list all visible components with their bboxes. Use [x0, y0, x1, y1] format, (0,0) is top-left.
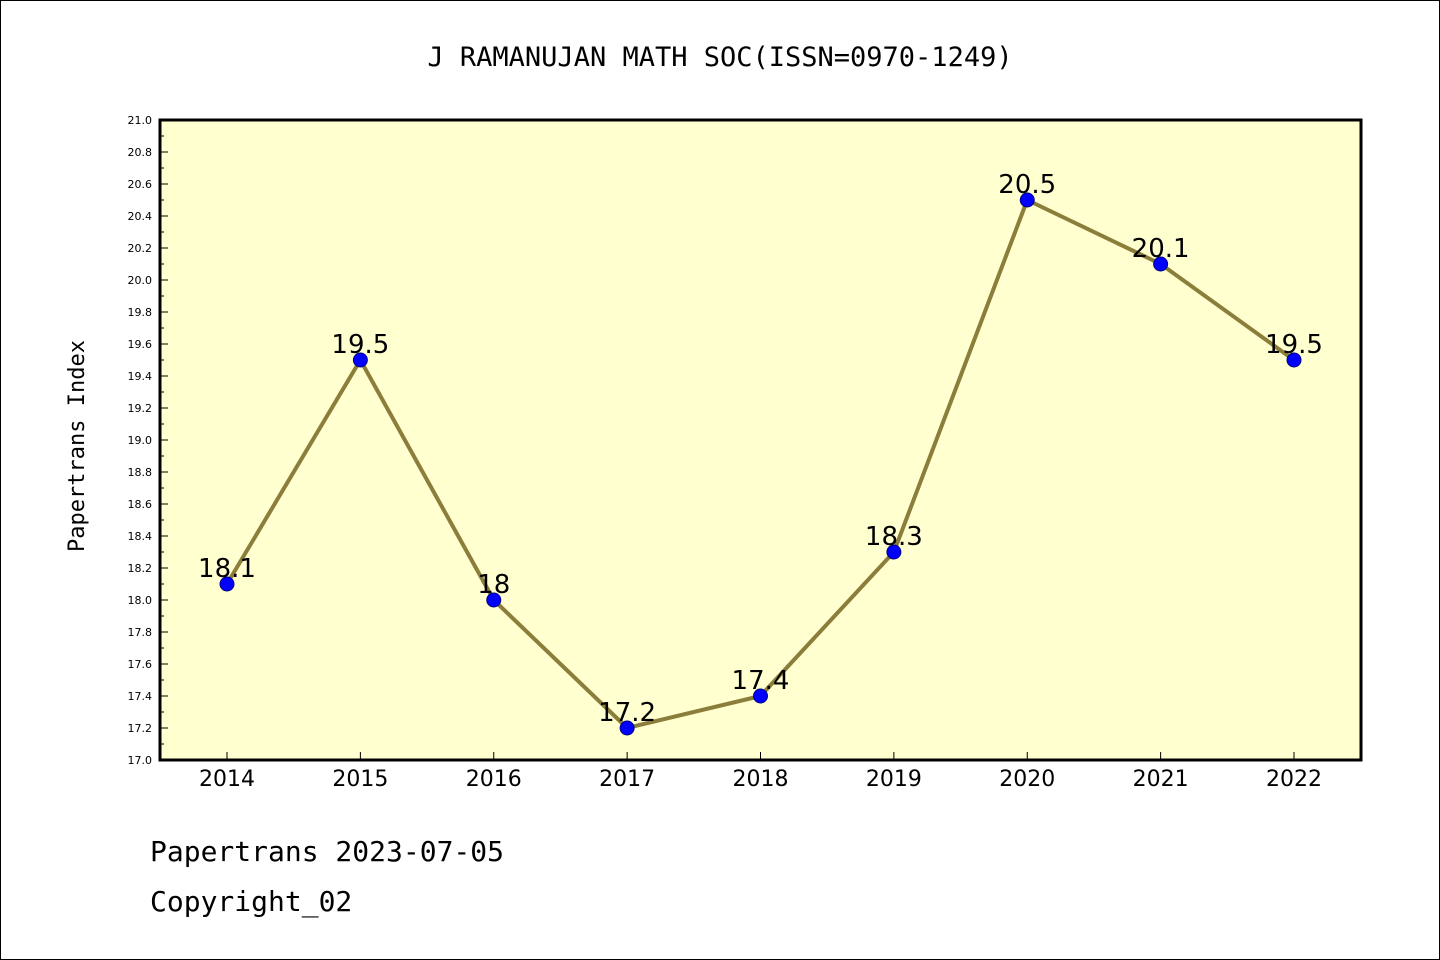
y-tick-label: 17.8: [128, 626, 153, 639]
plot-area: [160, 120, 1361, 760]
y-tick-label: 20.8: [128, 146, 153, 159]
y-tick-label: 20.6: [128, 178, 153, 191]
data-label: 17.2: [598, 698, 656, 728]
y-tick-label: 18.8: [128, 466, 153, 479]
x-tick-label: 2016: [466, 767, 522, 792]
x-axis-ticks: 2014 2015 2016 2017 2018 2019 2020 2021 2022: [199, 752, 1322, 792]
x-tick-label: 2017: [599, 767, 655, 792]
y-tick-label: 18.6: [128, 498, 153, 511]
data-label: 19.5: [331, 330, 389, 360]
data-label: 17.4: [732, 666, 790, 696]
y-tick-label: 18.2: [128, 562, 153, 575]
y-tick-label: 20.4: [128, 210, 153, 223]
data-point-marker: [1153, 256, 1169, 272]
y-tick-label: 20.2: [128, 242, 153, 255]
y-tick-label: 21.0: [128, 114, 153, 127]
y-tick-label: 18.4: [128, 530, 153, 543]
y-tick-label: 17.2: [128, 722, 153, 735]
y-axis-label: Papertrans Index: [65, 340, 90, 552]
plot-border: [158, 118, 1363, 762]
data-label: 20.1: [1132, 234, 1190, 264]
x-tick-label: 2022: [1266, 767, 1322, 792]
data-point-marker: [1286, 352, 1302, 368]
x-tick-label: 2021: [1133, 767, 1189, 792]
data-label: 18.1: [198, 554, 256, 584]
x-tick-label: 2019: [866, 767, 922, 792]
y-tick-label: 19.0: [128, 434, 153, 447]
data-labels: 18.1 19.5 18 17.2 17.4 18.3 20.5 20.1 19.5: [198, 170, 1323, 728]
data-point-marker: [886, 544, 902, 560]
y-tick-label: 20.0: [128, 274, 153, 287]
x-tick-label: 2014: [199, 767, 255, 792]
data-point-marker: [219, 576, 235, 592]
footer-date: Papertrans 2023-07-05: [150, 835, 505, 868]
data-point-marker: [753, 688, 768, 704]
data-label: 18.3: [865, 522, 923, 552]
data-point-marker: [486, 592, 502, 608]
data-label: 20.5: [998, 170, 1056, 200]
y-tick-label: 17.4: [128, 690, 153, 703]
x-tick-label: 2018: [733, 767, 789, 792]
y-tick-label: 17.6: [128, 658, 153, 671]
x-tick-label: 2015: [332, 767, 388, 792]
data-point-marker: [1019, 192, 1035, 208]
footer-copyright: Copyright_02: [150, 885, 353, 918]
data-point-marker: [619, 720, 635, 736]
chart-title: J RAMANUJAN MATH SOC(ISSN=0970-1249): [427, 42, 1012, 73]
data-point-marker: [352, 352, 368, 368]
y-tick-label: 19.8: [128, 306, 153, 319]
data-label: 19.5: [1265, 330, 1323, 360]
y-tick-label: 19.6: [128, 338, 153, 351]
y-tick-label: 19.2: [128, 402, 153, 415]
y-tick-label: 17.0: [128, 754, 153, 767]
series-markers: [219, 192, 1302, 736]
data-label: 18: [477, 570, 510, 600]
x-tick-label: 2020: [999, 767, 1055, 792]
y-tick-label: 18.0: [128, 594, 153, 607]
y-tick-label: 19.4: [128, 370, 153, 383]
